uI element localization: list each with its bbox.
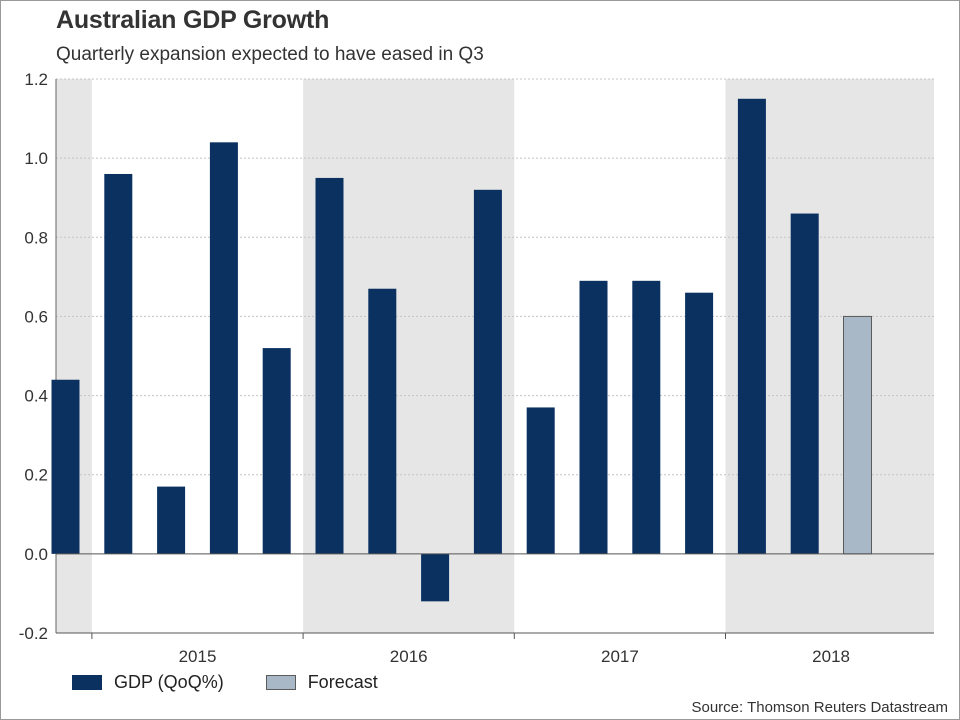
y-tick-label: 0.4 [24,387,48,406]
source-note: Source: Thomson Reuters Datastream [691,699,948,716]
y-tick-label: 0.2 [24,466,48,485]
legend-swatch-forecast [265,675,296,690]
gdp-bar [262,348,291,554]
legend-item-gdp: GDP (QoQ%) [72,672,224,693]
legend: GDP (QoQ%) Forecast [72,672,420,693]
x-tick-label: 2015 [179,647,217,666]
gdp-bar [685,292,714,554]
forecast-bar [843,315,872,555]
y-tick-label: 1.0 [24,149,48,168]
y-tick-label: 0.0 [24,545,48,564]
gdp-bar [737,98,766,554]
legend-item-forecast: Forecast [265,672,378,693]
gdp-bar [579,280,608,554]
gdp-bar [51,379,80,554]
x-tick-label: 2017 [601,647,639,666]
gdp-bar [421,553,450,602]
gdp-bar [368,288,397,554]
gdp-bar [473,189,502,554]
legend-swatch-gdp [72,675,102,690]
x-tick-label: 2018 [812,647,850,666]
y-tick-label: 1.2 [24,70,48,89]
gdp-bar [632,280,661,554]
x-tick-label: 2016 [390,647,428,666]
legend-label-gdp: GDP (QoQ%) [114,672,224,692]
y-tick-label: -0.2 [19,624,48,643]
chart-subtitle: Quarterly expansion expected to have eas… [56,44,484,65]
y-tick-label: 0.8 [24,228,48,247]
gdp-bar [790,213,819,554]
gdp-bar [209,142,238,554]
legend-label-forecast: Forecast [307,672,378,692]
gdp-bar [315,177,344,554]
chart-title: Australian GDP Growth [56,6,330,34]
gdp-bar [104,173,133,554]
y-tick-label: 0.6 [24,307,48,326]
gdp-bar [157,486,186,554]
gdp-bar [526,407,555,554]
